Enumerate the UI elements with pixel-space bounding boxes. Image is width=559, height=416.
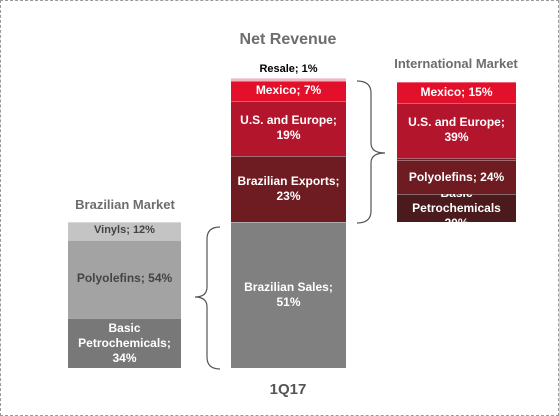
chart-title: Net Revenue [239, 31, 337, 48]
data-label: Polyolefins; 54% [76, 271, 173, 286]
category-label: 1Q17 [269, 381, 307, 398]
chart-title: International Market [394, 56, 518, 71]
data-label: Brazilian Exports; 23% [237, 173, 340, 203]
bar-segment [68, 239, 181, 319]
bar-segment [397, 194, 516, 222]
chart-title: Brazilian Market [75, 197, 175, 212]
data-label: Vinyls; 12% [94, 224, 155, 237]
data-label: Brazilian Sales; 51% [244, 279, 333, 309]
bar-segment [68, 318, 181, 368]
data-label: Basic Petrochemicals 20% [412, 186, 501, 230]
bar-segment [397, 103, 516, 158]
bar-segment [397, 82, 516, 103]
bar-segment [68, 222, 181, 240]
bar-segment [231, 100, 346, 156]
data-label: Polyolefins; 24% [408, 169, 505, 184]
bar-segment [231, 155, 346, 222]
data-label: Resale; 1% [259, 63, 318, 75]
bar-segment [397, 157, 516, 161]
data-label: U.S. and Europe; 39% [408, 115, 505, 145]
brace-left [194, 226, 221, 370]
bar-segment [231, 80, 346, 101]
bar-segment [397, 160, 516, 194]
brace-right [356, 80, 386, 224]
data-label: Mexico; 15% [420, 85, 493, 99]
data-label: Basic Petrochemicals; 34% [78, 320, 171, 365]
data-label: U.S. and Europe; 19% [240, 113, 337, 143]
bar-segment [231, 221, 346, 368]
data-label: Mexico; 7% [255, 83, 322, 98]
bar-segment [231, 78, 346, 81]
